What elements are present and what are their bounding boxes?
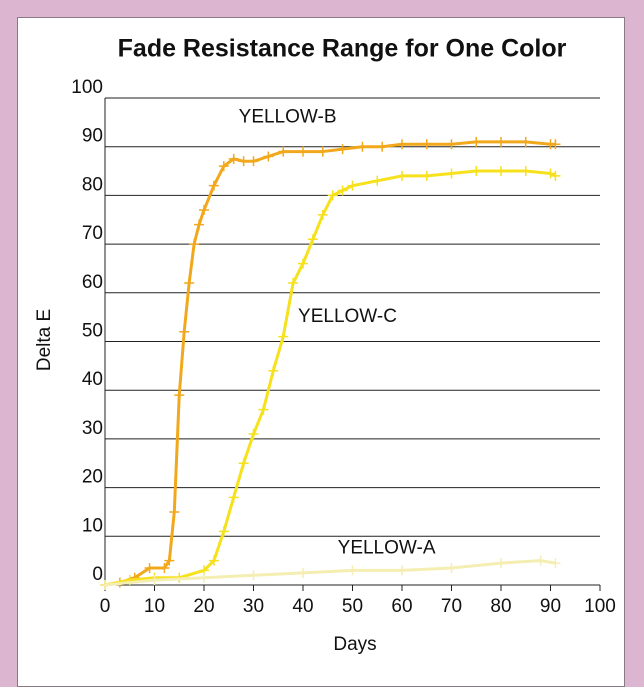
point-marker: [149, 575, 160, 586]
point-marker: [238, 458, 249, 469]
point-marker: [446, 168, 457, 179]
series-line: [104, 559, 556, 587]
point-marker: [520, 166, 531, 177]
point-marker: [144, 562, 155, 573]
x-tick-label: 40: [292, 596, 313, 617]
point-marker: [288, 278, 299, 289]
y-tick-label: 90: [82, 126, 103, 147]
y-axis-label: Delta E: [34, 309, 55, 371]
point-marker: [545, 168, 556, 179]
point-marker: [228, 153, 239, 164]
annotation: YELLOW-C: [298, 306, 397, 327]
point-marker: [347, 565, 358, 576]
point-marker: [164, 555, 175, 566]
point-marker: [179, 326, 190, 337]
point-marker: [327, 190, 338, 201]
y-tick-label: 80: [82, 174, 103, 195]
x-tick-label: 50: [342, 596, 363, 617]
x-tick-label: 80: [490, 596, 511, 617]
point-marker: [421, 170, 432, 181]
point-marker: [194, 219, 205, 230]
x-axis-label: Days: [333, 634, 376, 655]
y-tick-label: 40: [82, 369, 103, 390]
x-tick-label: 20: [193, 596, 214, 617]
point-marker: [159, 562, 170, 573]
point-marker: [268, 365, 279, 376]
y-tick-label: 20: [82, 467, 103, 488]
point-marker: [248, 156, 259, 167]
x-tick-label: 10: [144, 596, 165, 617]
annotation: YELLOW-A: [338, 537, 436, 558]
point-marker: [174, 390, 185, 401]
point-marker: [535, 555, 546, 566]
point-marker: [278, 146, 289, 157]
point-marker: [520, 136, 531, 147]
point-marker: [446, 562, 457, 573]
point-marker: [377, 141, 388, 152]
point-marker: [184, 278, 195, 289]
chart-title: Fade Resistance Range for One Color: [118, 35, 567, 63]
point-marker: [421, 139, 432, 150]
point-marker: [496, 166, 506, 177]
point-marker: [208, 180, 219, 191]
point-marker: [258, 404, 269, 415]
point-marker: [550, 558, 561, 569]
point-marker: [298, 258, 308, 269]
point-marker: [550, 170, 561, 181]
point-marker: [248, 570, 259, 581]
point-marker: [169, 506, 180, 517]
point-marker: [263, 151, 274, 162]
point-marker: [347, 180, 358, 191]
y-tick-label: 50: [82, 321, 103, 342]
point-marker: [248, 429, 259, 440]
x-tick-label: 30: [243, 596, 264, 617]
series-line: [104, 140, 556, 587]
point-marker: [317, 146, 328, 157]
y-tick-label: 100: [71, 77, 103, 98]
point-marker: [228, 492, 239, 503]
point-marker: [298, 567, 308, 578]
point-marker: [199, 205, 209, 216]
point-marker: [496, 558, 506, 569]
point-marker: [471, 166, 482, 177]
point-marker: [372, 175, 383, 186]
y-tick-label: 70: [82, 223, 103, 244]
point-marker: [100, 580, 110, 590]
point-marker: [397, 170, 407, 181]
point-marker: [298, 146, 308, 157]
annotation: YELLOW-B: [239, 106, 337, 127]
point-marker: [199, 572, 209, 583]
point-marker: [337, 185, 348, 196]
point-marker: [238, 156, 249, 167]
y-tick-label: 30: [82, 418, 103, 439]
point-marker: [189, 239, 200, 250]
point-marker: [208, 555, 219, 566]
point-marker: [357, 141, 368, 152]
x-tick-label: 70: [441, 596, 462, 617]
point-marker: [397, 565, 407, 576]
y-tick-label: 0: [92, 564, 103, 585]
point-marker: [397, 139, 407, 150]
panel: [17, 17, 625, 687]
point-marker: [278, 331, 289, 342]
x-tick-label: 0: [100, 596, 111, 617]
point-marker: [317, 209, 328, 220]
x-tick-label: 60: [391, 596, 412, 617]
point-marker: [218, 161, 229, 172]
point-marker: [218, 526, 229, 537]
point-marker: [446, 139, 457, 150]
point-marker: [471, 136, 482, 147]
point-marker: [550, 139, 561, 150]
point-marker: [337, 144, 348, 155]
point-marker: [307, 234, 318, 245]
x-tick-label: 90: [540, 596, 561, 617]
x-tick-label: 100: [584, 596, 616, 617]
point-marker: [496, 136, 506, 147]
y-tick-label: 60: [82, 272, 103, 293]
y-tick-label: 10: [82, 515, 103, 536]
